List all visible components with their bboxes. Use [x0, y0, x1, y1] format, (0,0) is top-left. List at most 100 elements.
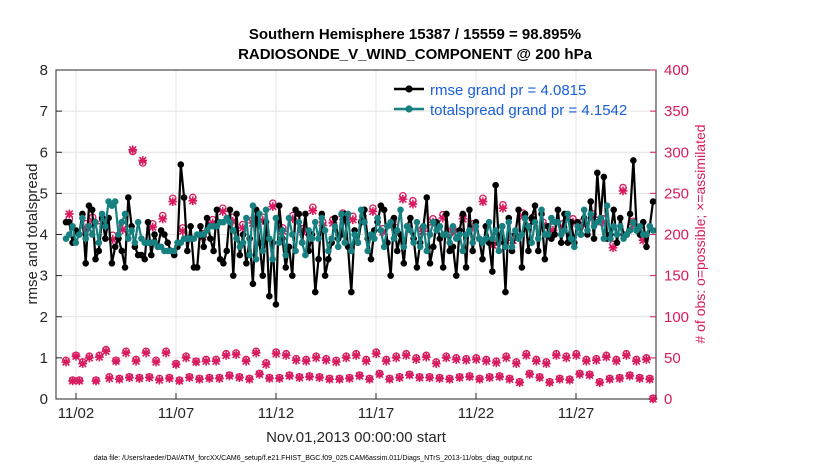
assimilated-marker [415, 373, 424, 383]
totalspread-point [518, 231, 526, 238]
y-right-tick-label: 300 [664, 144, 689, 161]
assimilated-marker [481, 356, 491, 366]
assimilated-marker [335, 374, 344, 384]
totalspread-point [131, 239, 139, 247]
x-tick-label: 11/02 [58, 405, 94, 422]
assimilated-marker [431, 359, 441, 369]
rmse-point [469, 247, 476, 255]
assimilated-marker [501, 353, 511, 363]
assimilated-marker [84, 353, 94, 363]
rmse-point [554, 206, 562, 214]
assimilated-marker [168, 197, 178, 206]
totalspread-point [243, 214, 250, 222]
totalspread-point [102, 222, 109, 230]
y-tick-label: 2 [40, 309, 48, 326]
assimilated-marker [615, 374, 625, 383]
y-tick-label: 0 [40, 391, 48, 408]
rmse-point [518, 264, 526, 271]
assimilated-marker [485, 373, 495, 383]
legend-marker-totalspread [405, 105, 413, 113]
assimilated-marker [291, 355, 301, 365]
assimilated-marker [368, 207, 378, 216]
assimilated-marker [188, 196, 198, 206]
assimilated-marker [325, 374, 334, 384]
totalspread-point [256, 210, 263, 218]
totalspread-point [544, 231, 552, 238]
rmse-point [439, 264, 447, 271]
rmse-point [180, 194, 188, 201]
totalspread-point [587, 210, 595, 218]
totalspread-point [407, 227, 414, 234]
assimilated-marker [438, 213, 448, 223]
x-tick-label: 11/12 [258, 405, 294, 422]
assimilated-marker [535, 373, 545, 383]
rmse-point [387, 272, 394, 279]
totalspread-point [88, 231, 96, 238]
totalspread-point [121, 210, 129, 218]
totalspread-point [449, 222, 457, 230]
right-axis: 0 50 100 150 200 250 300 350 400 [650, 62, 689, 408]
assimilated-marker [498, 203, 508, 213]
rmse-point [259, 272, 267, 279]
totalspread-point [397, 206, 404, 214]
rmse-point [102, 235, 109, 242]
assimilated-marker [61, 357, 71, 367]
totalspread-point [400, 243, 408, 251]
rmse-point [551, 231, 558, 238]
assimilated-marker [241, 356, 251, 366]
rmse-point [649, 198, 657, 205]
totalspread-point [413, 218, 421, 226]
rmse-point [600, 173, 608, 181]
assimilated-marker [275, 374, 284, 383]
rmse-point [233, 210, 240, 218]
totalspread-point [308, 235, 316, 242]
legend: rmse grand pr = 4.0815 totalspread grand… [394, 82, 627, 119]
rmse-point [272, 301, 280, 308]
assimilated-marker [308, 206, 318, 216]
totalspread-point [111, 198, 119, 205]
totalspread-point [436, 222, 444, 230]
assimilated-marker [595, 378, 605, 387]
assimilated-marker [64, 209, 74, 219]
totalspread-point [416, 243, 424, 251]
assimilated-marker [575, 369, 585, 379]
assimilated-marker [638, 235, 648, 245]
totalspread-point [321, 227, 329, 234]
assimilated-marker [408, 199, 418, 209]
rmse-point [144, 218, 152, 226]
x-tick-label: 11/17 [358, 405, 394, 422]
rmse-point [616, 214, 624, 222]
totalspread-point [85, 222, 93, 230]
rmse-point [489, 268, 496, 275]
totalspread-point [512, 227, 519, 234]
totalspread-point [630, 218, 637, 226]
rmse-point [207, 235, 214, 242]
y-tick-label: 7 [40, 103, 48, 120]
assimilated-marker [315, 373, 324, 383]
assimilated-marker [591, 355, 601, 365]
data-file-footer: data file: /Users/raeder/DAI/ATM_forcXX/… [94, 455, 533, 462]
totalspread-point [170, 247, 178, 255]
assimilated-marker [471, 355, 481, 364]
assimilated-marker [78, 359, 88, 369]
assimilated-marker [375, 369, 384, 379]
totalspread-point [485, 218, 493, 226]
assimilated-marker [385, 374, 394, 384]
assimilated-marker [395, 373, 404, 383]
totalspread-point [226, 218, 234, 226]
assimilated-marker [305, 372, 314, 382]
assimilated-marker [365, 374, 374, 384]
totalspread-point [426, 231, 434, 238]
rmse-point [321, 272, 329, 279]
totalspread-point [259, 247, 267, 255]
rmse-point [243, 259, 250, 267]
assimilated-marker [475, 374, 485, 384]
rmse-point [249, 280, 257, 288]
totalspread-point [626, 227, 634, 234]
totalspread-point [574, 222, 581, 230]
totalspread-point [357, 206, 365, 214]
x-tick-label: 11/27 [558, 405, 594, 422]
assimilated-marker [288, 214, 298, 224]
totalspread-point [252, 255, 260, 263]
x-axis: 11/02 11/07 11/12 11/17 11/22 11/27 [58, 393, 594, 422]
